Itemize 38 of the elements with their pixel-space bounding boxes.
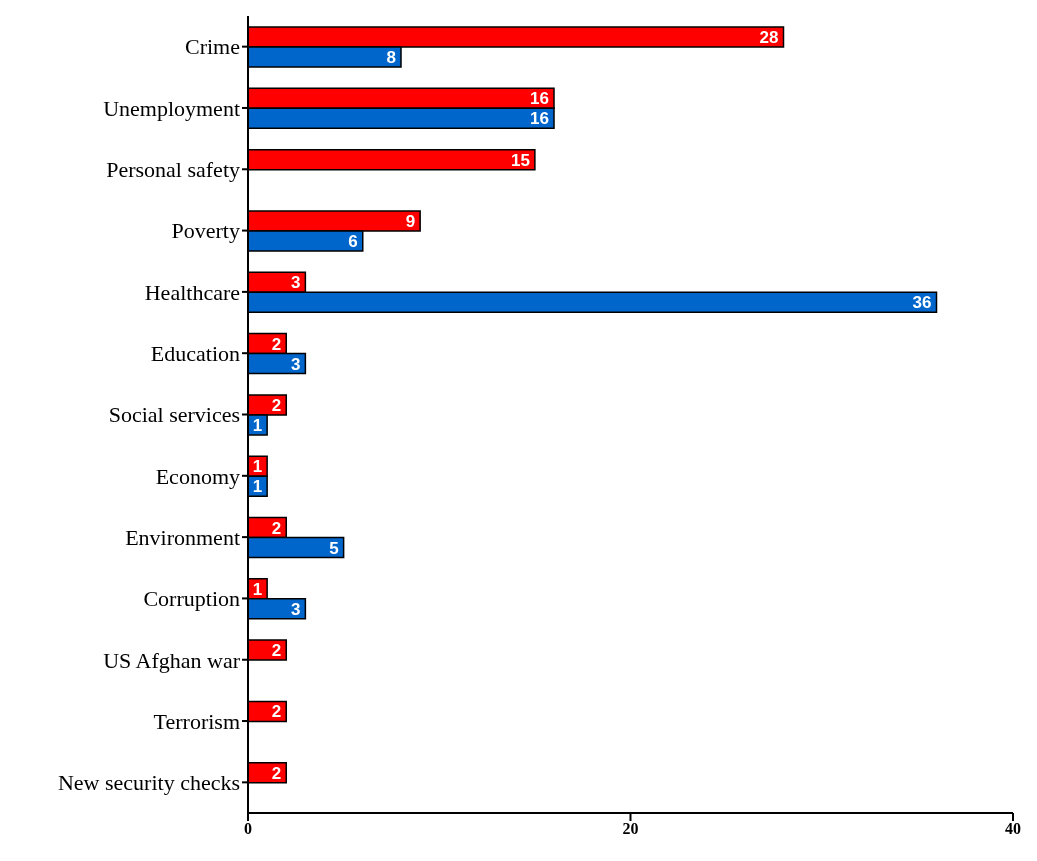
data-label: 2 <box>271 641 282 661</box>
y-tick-label: New security checks <box>57 770 240 796</box>
y-tick-label: Corruption <box>143 586 240 612</box>
data-label: 16 <box>530 89 549 109</box>
data-label: 8 <box>386 48 396 68</box>
data-label: 1 <box>252 579 263 599</box>
y-tick-label: Environment <box>125 524 240 550</box>
data-label: 2 <box>271 334 282 354</box>
data-label: 1 <box>252 415 263 435</box>
data-label: 16 <box>530 109 549 129</box>
y-tick-label: US Afghan war <box>103 647 241 673</box>
y-tick-label: Economy <box>155 463 240 489</box>
data-label: 1 <box>252 477 263 497</box>
y-tick-label: Education <box>150 341 240 366</box>
y-tick-label: Crime <box>185 34 240 60</box>
data-label: 1 <box>252 457 263 477</box>
x-tick-label: 40 <box>1005 820 1021 838</box>
y-tick-label: Terrorism <box>153 708 240 734</box>
x-tick-label: 20 <box>622 820 639 838</box>
y-tick-label: Unemployment <box>103 95 240 121</box>
data-label: 3 <box>290 599 301 619</box>
y-tick-label: Personal safety <box>106 157 240 183</box>
data-label: 9 <box>405 211 416 231</box>
data-label: 6 <box>348 231 358 251</box>
data-label: 2 <box>271 702 282 722</box>
y-tick-label: Social services <box>108 402 240 428</box>
data-label: 2 <box>271 763 282 783</box>
data-label: 36 <box>912 293 932 313</box>
data-label: 2 <box>271 518 282 538</box>
data-label: 28 <box>759 28 779 48</box>
y-tick-label: Healthcare <box>144 279 240 305</box>
data-label: 5 <box>329 538 339 558</box>
x-tick-label: 0 <box>244 820 252 838</box>
data-label: 2 <box>271 395 282 415</box>
data-label: 15 <box>510 150 530 170</box>
data-label: 3 <box>290 354 301 374</box>
y-tick-label: Poverty <box>171 218 240 244</box>
data-label: 3 <box>290 273 301 293</box>
